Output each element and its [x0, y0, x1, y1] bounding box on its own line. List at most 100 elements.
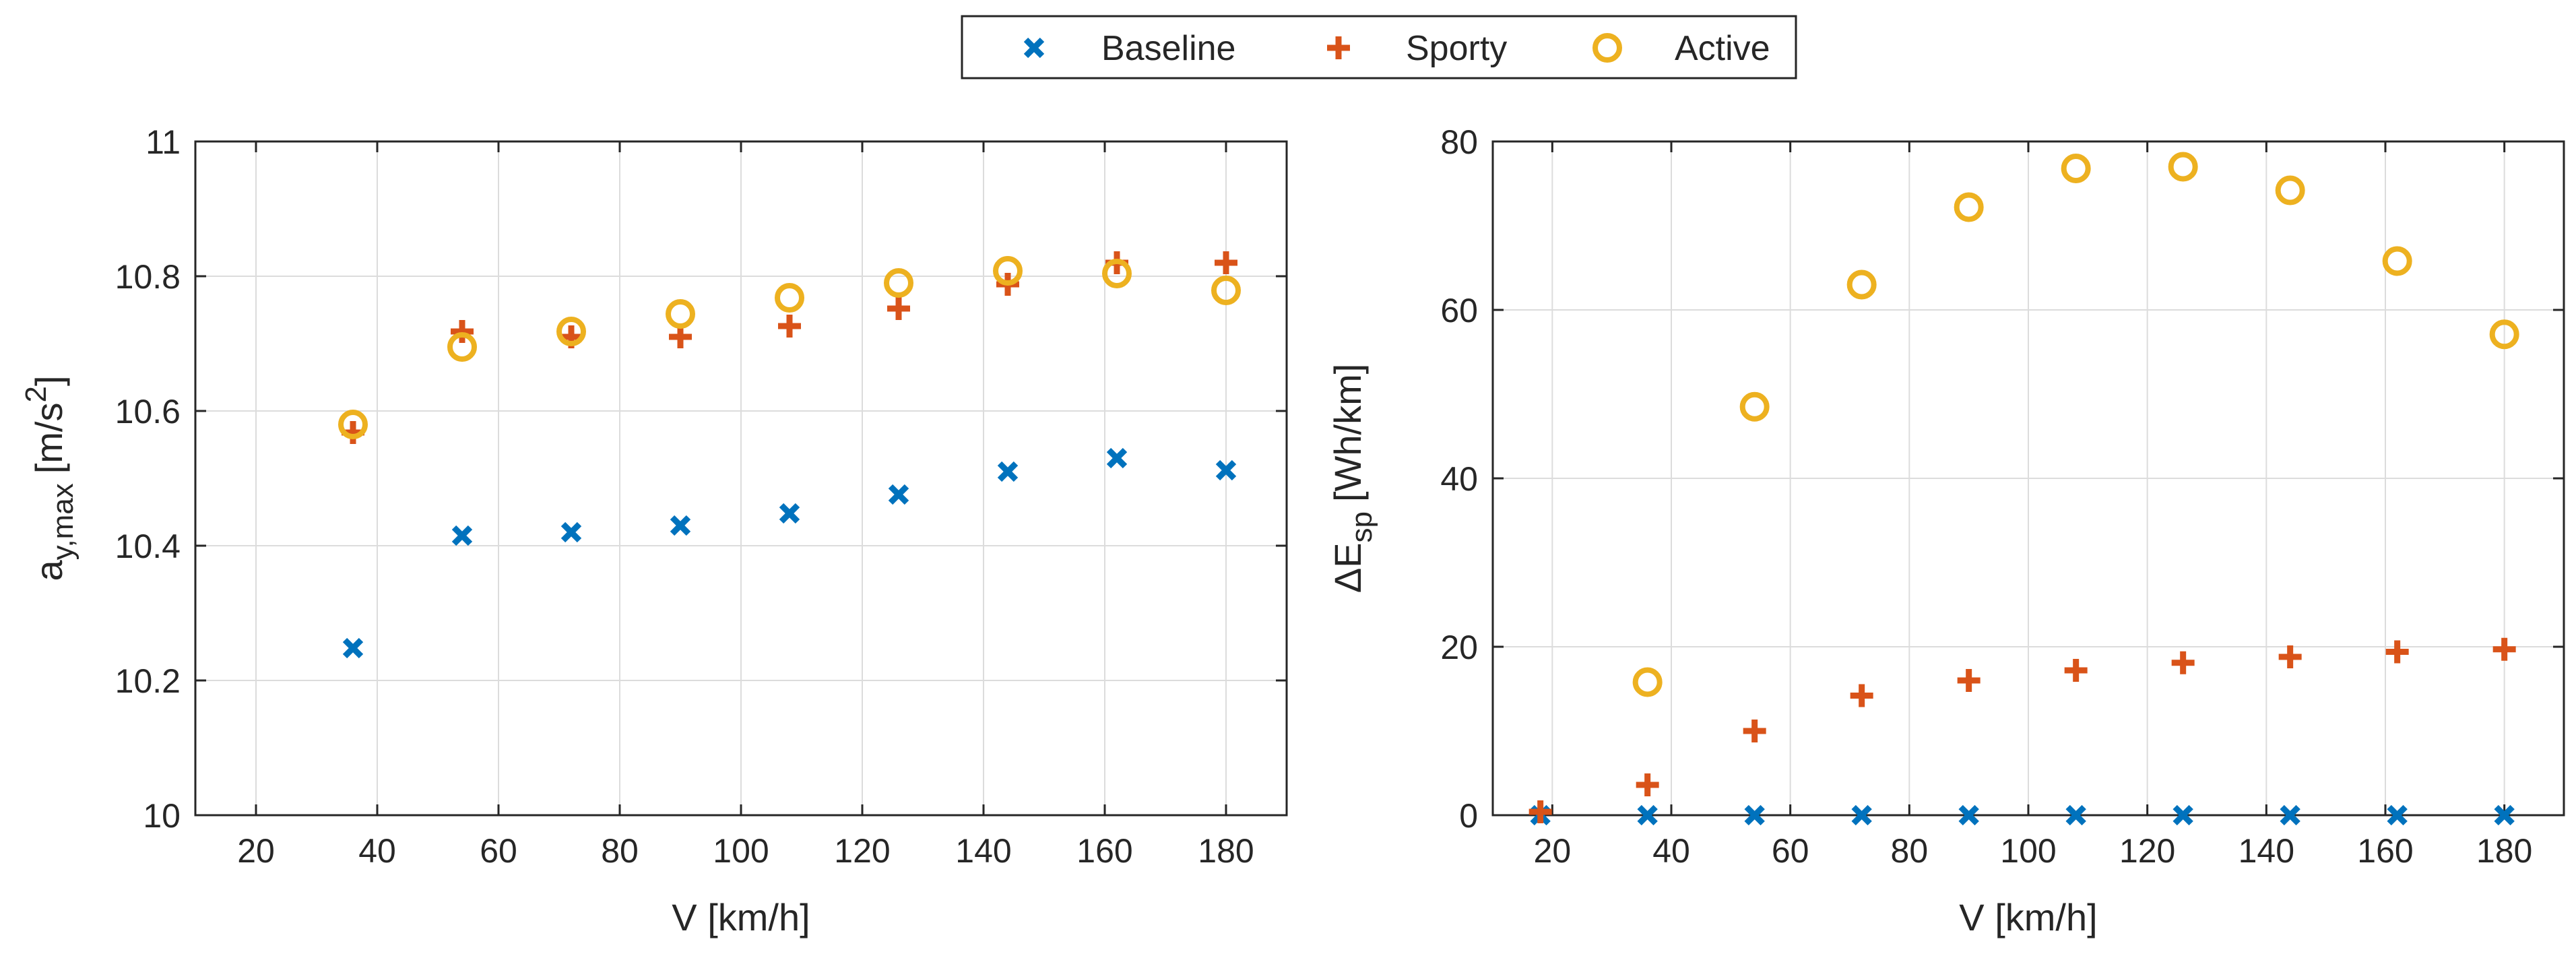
- x-tick-label: 40: [1652, 832, 1690, 870]
- x-tick-label: 140: [2239, 832, 2294, 870]
- data-point-active: [556, 317, 586, 346]
- data-point-active: [2168, 152, 2198, 182]
- legend-marker-sporty: [1327, 36, 1350, 59]
- x-tick-label: 60: [480, 832, 517, 870]
- data-point-active: [2382, 246, 2412, 276]
- data-point-sporty: [1215, 251, 1237, 274]
- data-point-baseline: [670, 515, 691, 536]
- data-point-sporty: [1743, 720, 1766, 742]
- data-point-baseline: [451, 525, 473, 546]
- data-point-active: [1632, 667, 1663, 697]
- x-axis-title: V [km/h]: [1959, 896, 2097, 938]
- data-point-active: [775, 283, 804, 313]
- y-tick-label: 60: [1440, 292, 1478, 329]
- x-tick-label: 20: [237, 832, 275, 870]
- data-point-sporty: [2171, 651, 2195, 674]
- y-tick-label: 10.2: [115, 662, 181, 700]
- data-point-sporty: [2385, 640, 2409, 664]
- x-tick-label: 160: [1076, 832, 1132, 870]
- x-tick-label: 40: [358, 832, 396, 870]
- y-axis-title-superscript: 2: [20, 386, 53, 402]
- y-axis-title-main: a: [28, 560, 70, 581]
- data-point-sporty: [2278, 645, 2302, 668]
- left-chart: 20 40 60 80 100 120 140 160 180 10 10.2 10.4 10.6 10…: [20, 123, 1288, 938]
- y-tick-label: 40: [1440, 460, 1478, 498]
- x-tick-label: 20: [1534, 832, 1572, 870]
- right-chart: 20 40 60 80 100 120 140 160 180 0 20 40 60 80 V [km/…: [1326, 123, 2565, 938]
- y-tick-label: 10.8: [115, 258, 181, 296]
- y-tick-label: 10.6: [115, 393, 181, 431]
- data-point-baseline: [1958, 804, 1979, 826]
- data-point-sporty: [887, 297, 910, 320]
- x-axis-title: V [km/h]: [672, 896, 810, 938]
- data-point-baseline: [1106, 447, 1128, 469]
- legend: Baseline Sporty Active: [961, 15, 1797, 79]
- data-point-active: [1954, 192, 1984, 222]
- data-point-sporty: [2064, 659, 2088, 682]
- data-point-baseline: [1851, 804, 1872, 826]
- data-point-active: [2061, 154, 2091, 183]
- y-axis-title-main: ΔE: [1326, 543, 1369, 594]
- data-point-sporty: [1528, 800, 1552, 823]
- legend-label-active: Active: [1675, 29, 1770, 68]
- y-axis-title-unit: [Wh/km]: [1326, 364, 1369, 502]
- data-point-sporty: [451, 320, 474, 343]
- data-point-sporty: [669, 325, 692, 348]
- x-tick-label: 120: [2119, 832, 2175, 870]
- x-tick-label: 60: [1772, 832, 1809, 870]
- data-point-active: [338, 410, 368, 439]
- data-point-active: [1739, 391, 1770, 422]
- data-point-active: [1102, 259, 1132, 288]
- x-tick-label: 180: [2476, 832, 2532, 870]
- data-point-active: [1846, 269, 1877, 300]
- x-tick-label: 100: [2000, 832, 2056, 870]
- data-point-baseline: [2280, 804, 2300, 826]
- data-point-baseline: [2387, 804, 2408, 826]
- y-tick-label: 20: [1440, 629, 1478, 666]
- y-axis-title: ΔEsp [Wh/km]: [1326, 364, 1378, 594]
- x-tick-label: 180: [1198, 832, 1254, 870]
- data-point-baseline: [1744, 804, 1765, 826]
- data-point-active: [2275, 175, 2305, 205]
- x-tick-label: 80: [601, 832, 639, 870]
- data-point-active: [1211, 276, 1241, 305]
- data-point-sporty: [2492, 637, 2516, 661]
- data-point-baseline: [997, 461, 1019, 482]
- data-point-baseline: [560, 521, 582, 543]
- data-point-baseline: [2494, 804, 2515, 826]
- data-point-active: [884, 268, 913, 298]
- legend-marker-active: [1592, 33, 1622, 63]
- y-tick-label: 11: [146, 123, 181, 161]
- y-tick-label: 0: [1459, 797, 1478, 835]
- legend-label-sporty: Sporty: [1406, 29, 1507, 68]
- data-point-active: [666, 299, 695, 329]
- y-axis-title-unit-close: ]: [28, 375, 70, 386]
- legend-label-baseline: Baseline: [1101, 29, 1235, 68]
- x-tick-label: 120: [834, 832, 890, 870]
- data-point-baseline: [1215, 459, 1237, 481]
- y-axis-title-subscript: sp: [1345, 511, 1378, 542]
- data-point-active: [447, 332, 477, 362]
- data-point-baseline: [2172, 804, 2193, 826]
- y-tick-label: 10: [143, 797, 181, 835]
- y-tick-label: 10.4: [115, 528, 181, 565]
- y-axis-title: ay,max [m/s2]: [20, 375, 79, 581]
- data-point-baseline: [779, 503, 800, 524]
- data-point-active: [993, 256, 1023, 286]
- data-point-sporty: [778, 315, 801, 338]
- legend-marker-baseline: [1023, 37, 1045, 59]
- legend-box: [961, 15, 1797, 79]
- x-tick-label: 140: [955, 832, 1011, 870]
- x-tick-label: 80: [1891, 832, 1929, 870]
- data-point-sporty: [1850, 684, 1873, 707]
- x-tick-label: 100: [713, 832, 769, 870]
- y-axis-title-unit: [m/s: [28, 403, 70, 474]
- data-point-baseline: [342, 637, 364, 659]
- data-point-baseline: [2065, 804, 2086, 826]
- data-point-baseline: [888, 484, 909, 505]
- data-point-sporty: [1957, 669, 1981, 692]
- data-point-active: [2489, 319, 2519, 350]
- x-tick-label: 160: [2357, 832, 2413, 870]
- data-point-sporty: [1636, 773, 1659, 796]
